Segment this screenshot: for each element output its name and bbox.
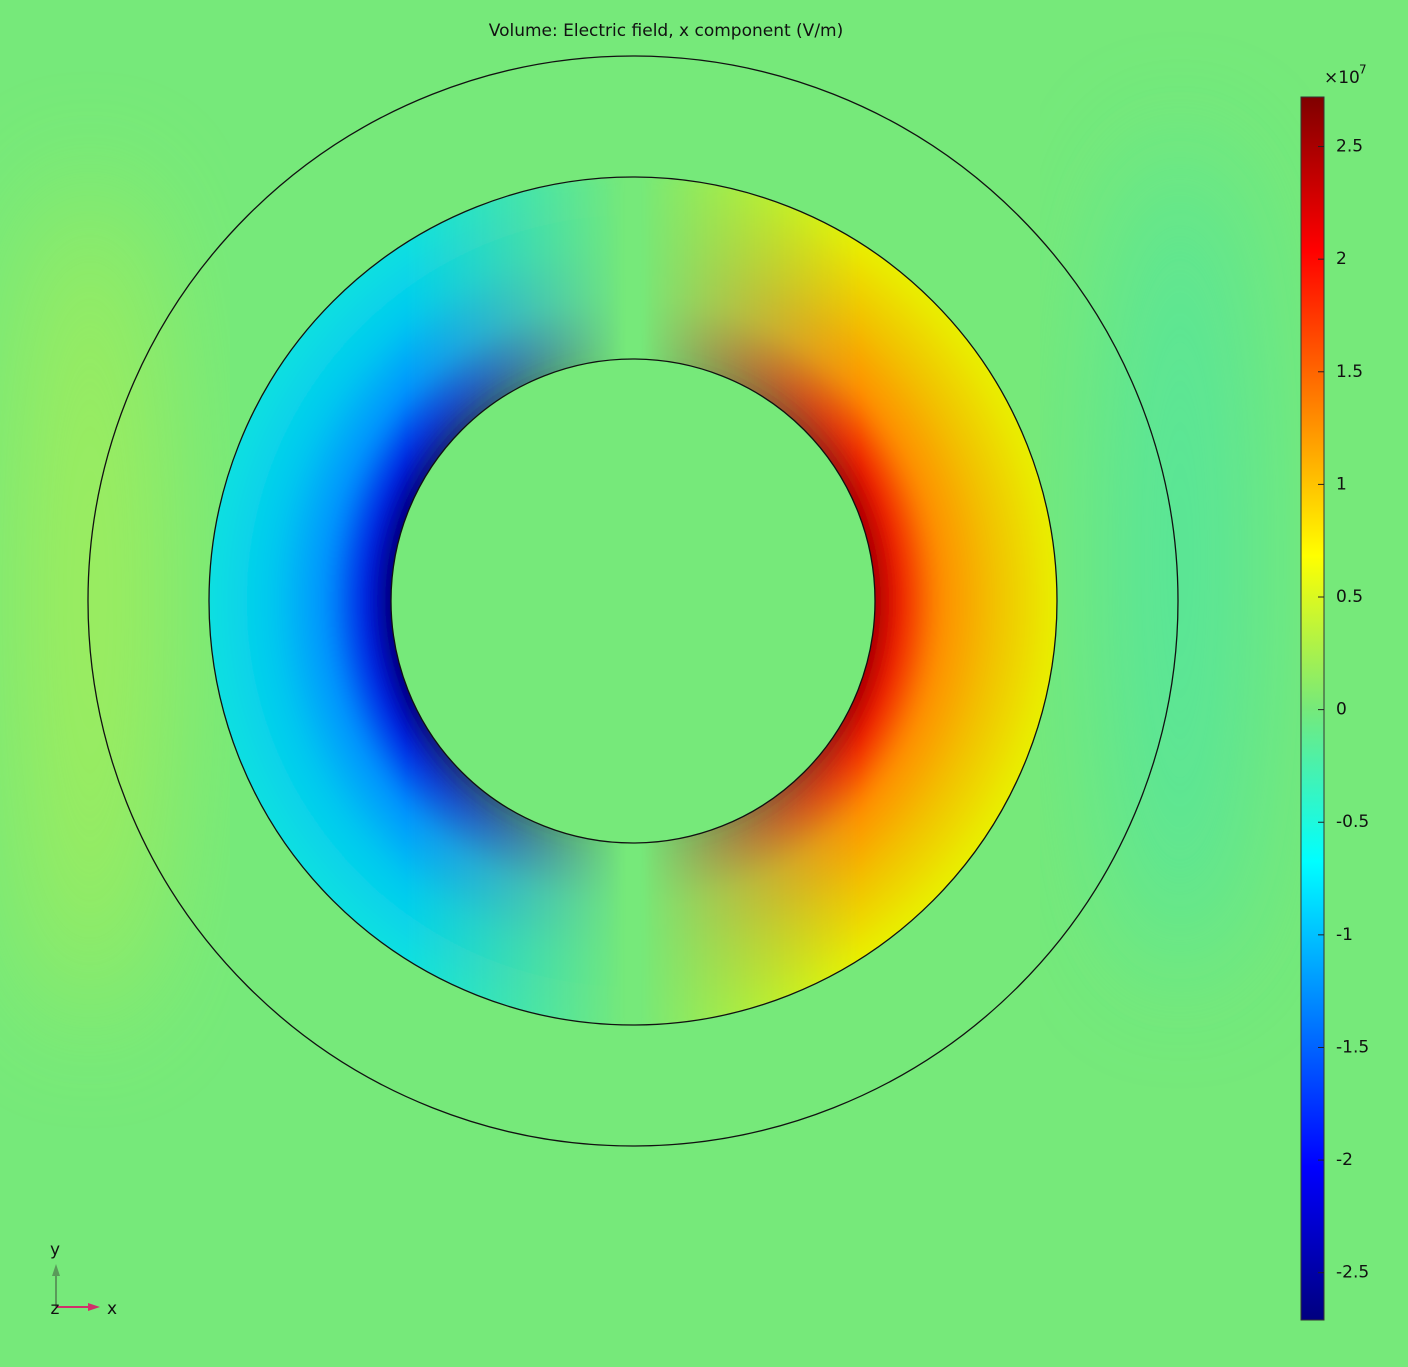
- colorbar-tick-label: 0.5: [1336, 587, 1363, 607]
- colorbar-tick-label: 2: [1336, 249, 1347, 269]
- colorbar-tick-label: -1.5: [1336, 1037, 1369, 1057]
- triad-x-arrow: [88, 1303, 100, 1311]
- triad-y-label: y: [50, 1240, 60, 1260]
- colorbar-tick-label: -0.5: [1336, 812, 1369, 832]
- middle-boundary: [208, 176, 1058, 1026]
- outer-field-right: [1110, 140, 1250, 980]
- outer-field-left: [20, 180, 160, 1020]
- colorbar-tick-label: 2.5: [1336, 137, 1363, 157]
- triad-z-label: z: [51, 1299, 60, 1319]
- colorbar-tick-label: 0: [1336, 700, 1347, 720]
- colorbar-multiplier: ×10: [1324, 68, 1360, 88]
- triad-x-label: x: [107, 1299, 117, 1319]
- triad-y-arrow: [52, 1264, 60, 1276]
- colorbar-tick-label: 1.5: [1336, 362, 1363, 382]
- colorbar-tick-label: -2.5: [1336, 1263, 1369, 1283]
- geometry: [87, 55, 1179, 1147]
- chart-title: Volume: Electric field, x component (V/m…: [489, 21, 843, 41]
- colorbar: [1300, 96, 1325, 1321]
- colorbar-tick-label: -1: [1336, 925, 1353, 945]
- inner-boundary: [390, 358, 876, 844]
- outer-boundary: [87, 55, 1179, 1147]
- colorbar-tick-label: -2: [1336, 1150, 1353, 1170]
- colorbar-exponent: 7: [1359, 63, 1367, 77]
- colorbar-tick-label: 1: [1336, 474, 1347, 494]
- axis-triad: y x z: [50, 1240, 117, 1319]
